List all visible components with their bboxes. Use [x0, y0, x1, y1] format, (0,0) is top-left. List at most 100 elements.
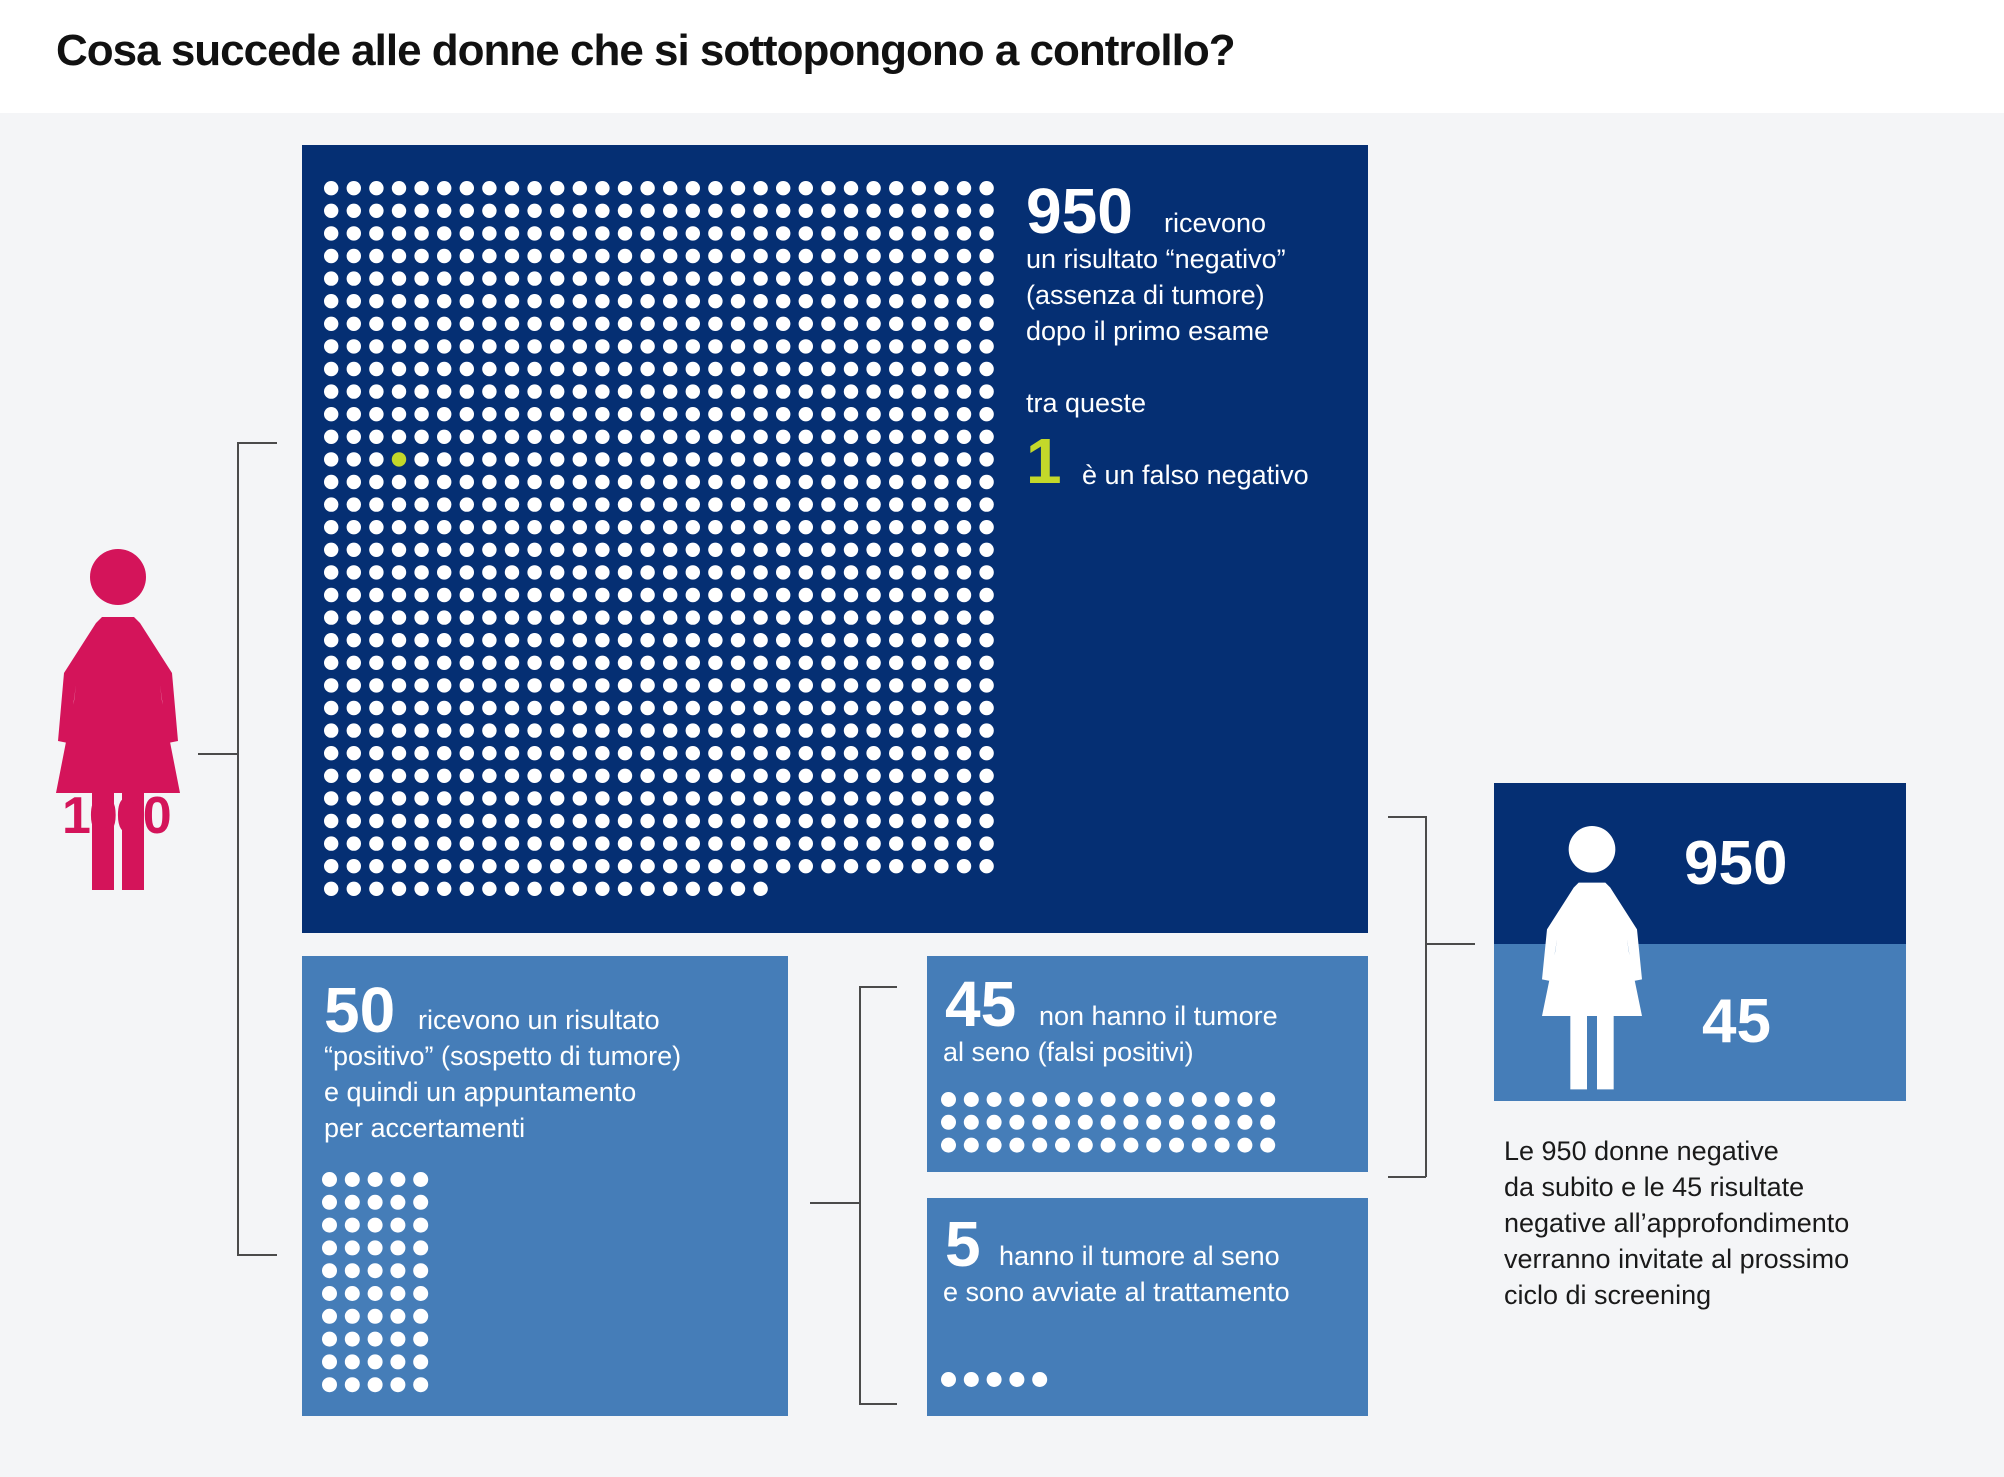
person-dot: [617, 407, 633, 422]
summary-caption-line: negative all’approfondimento: [1504, 1208, 1850, 1238]
person-dot: [956, 294, 972, 309]
person-dot: [504, 678, 520, 693]
person-dot: [889, 181, 904, 196]
person-dot: [866, 633, 881, 648]
person-dot: [391, 474, 407, 490]
person-dot: [414, 678, 429, 693]
person-dot: [798, 407, 813, 422]
person-dot: [889, 429, 904, 444]
person-dot: [663, 271, 678, 286]
person-dot: [1214, 1137, 1230, 1153]
person-dot: [934, 248, 949, 264]
person-dot: [504, 384, 520, 399]
person-dot: [798, 700, 813, 716]
person-dot: [941, 1092, 956, 1107]
person-dot: [437, 587, 452, 603]
person-dot: [911, 339, 926, 354]
person-dot: [753, 497, 768, 512]
person-dot: [322, 1286, 337, 1301]
person-dot: [414, 633, 429, 648]
person-dot: [595, 316, 610, 331]
person-dot: [322, 1240, 337, 1256]
person-dot: [595, 633, 610, 648]
person-dot: [346, 474, 361, 490]
person-dot: [911, 746, 926, 761]
summary-caption-line: ciclo di screening: [1504, 1280, 1712, 1310]
summary-false-positive-count: 45: [1702, 987, 1771, 1056]
negative-count: 950: [1026, 175, 1133, 247]
person-dot: [685, 768, 700, 783]
person-dot: [414, 226, 429, 241]
person-dot: [437, 271, 452, 286]
person-dot: [367, 1377, 383, 1393]
person-dot: [889, 361, 904, 377]
person-dot: [504, 813, 520, 829]
person-dot: [414, 700, 429, 716]
person-dot: [459, 813, 474, 829]
person-dot: [1237, 1092, 1253, 1107]
person-dot: [798, 339, 813, 354]
person-dot: [459, 361, 474, 377]
person-dot: [482, 361, 497, 377]
person-dot: [889, 474, 904, 490]
person-dot: [1032, 1114, 1048, 1130]
person-dot: [322, 1172, 337, 1187]
false-negative-text: è un falso negativo: [1082, 460, 1309, 490]
person-dot: [821, 384, 836, 399]
person-dot: [572, 610, 587, 625]
person-dot: [391, 407, 407, 422]
person-dot: [866, 859, 881, 874]
person-dot: [459, 181, 474, 196]
person-dot: [346, 316, 361, 331]
person-dot: [437, 746, 452, 761]
person-dot: [414, 271, 429, 286]
person-dot: [527, 768, 542, 783]
person-dot: [685, 497, 700, 512]
person-dot: [527, 407, 542, 422]
person-dot: [963, 1114, 979, 1130]
person-dot: [685, 723, 700, 738]
person-dot: [708, 452, 723, 467]
person-dot: [753, 723, 768, 738]
person-dot: [798, 429, 813, 444]
person-dot: [708, 497, 723, 512]
person-dot: [437, 339, 452, 354]
person-dot: [324, 474, 339, 490]
person-dot: [527, 746, 542, 761]
person-dot: [550, 384, 565, 399]
person-dot: [437, 610, 452, 625]
person-dot: [798, 203, 813, 218]
person-dot: [821, 542, 836, 557]
person-dot: [324, 859, 339, 874]
person-dot: [685, 384, 700, 399]
person-dot: [367, 1240, 383, 1256]
person-dot: [821, 610, 836, 625]
person-dot: [550, 655, 565, 670]
person-dot: [979, 181, 994, 196]
person-dot: [708, 723, 723, 738]
person-dot: [437, 655, 452, 670]
person-dot: [324, 316, 339, 331]
person-dot: [821, 565, 836, 580]
person-dot: [685, 361, 700, 377]
person-dot: [843, 813, 859, 829]
person-dot: [572, 859, 587, 874]
person-dot: [776, 746, 791, 761]
person-dot: [843, 429, 859, 444]
person-dot: [550, 203, 565, 218]
person-dot: [437, 474, 452, 490]
false-positive-count: 45: [945, 968, 1017, 1040]
person-dot: [843, 565, 859, 580]
person-dot: [934, 203, 949, 218]
person-dot: [595, 407, 610, 422]
person-dot: [346, 294, 361, 309]
person-dot: [413, 1354, 429, 1370]
person-dot: [369, 859, 384, 874]
person-dot: [346, 859, 361, 874]
person-dot: [459, 859, 474, 874]
person-dot: [504, 497, 520, 512]
person-dot: [685, 407, 700, 422]
person-dot: [708, 655, 723, 670]
person-dot: [911, 610, 926, 625]
person-dot: [459, 203, 474, 218]
